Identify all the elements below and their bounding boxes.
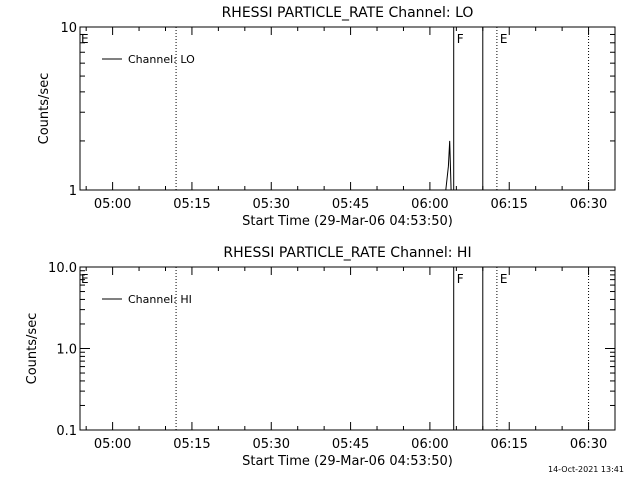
event-marker-label: E bbox=[500, 272, 508, 286]
chart-title: RHESSI PARTICLE_RATE Channel: LO bbox=[222, 5, 474, 21]
chart-panel-2: RHESSI PARTICLE_RATE Channel: HI 0.1 1.0 10… bbox=[25, 245, 616, 469]
x-tick-label: 05:45 bbox=[332, 197, 369, 212]
plot-frame bbox=[79, 26, 616, 191]
event-marker-label: F bbox=[457, 32, 464, 46]
x-tick-label: 05:15 bbox=[173, 437, 210, 452]
x-tick-label: 06:00 bbox=[411, 437, 448, 452]
chart-title: RHESSI PARTICLE_RATE Channel: HI bbox=[223, 245, 471, 261]
event-marker-label: E bbox=[81, 272, 89, 286]
x-tick-label: 05:30 bbox=[253, 197, 290, 212]
footer-timestamp: 14-Oct-2021 13:41 bbox=[548, 465, 624, 474]
x-tick-label: 06:30 bbox=[570, 437, 607, 452]
x-tick-label: 05:15 bbox=[173, 197, 210, 212]
x-tick-label: 06:00 bbox=[411, 197, 448, 212]
event-marker-label: E bbox=[500, 32, 508, 46]
plot-frame bbox=[79, 266, 616, 431]
series-line-0 bbox=[445, 140, 452, 191]
y-tick-label: 10 bbox=[60, 21, 77, 36]
chart-panel-1: RHESSI PARTICLE_RATE Channel: LO 1 10 05:00… bbox=[37, 5, 616, 229]
event-marker-label: F bbox=[457, 272, 464, 286]
y-tick-label: 1.0 bbox=[56, 343, 77, 358]
x-axis-label: Start Time (29-Mar-06 04:53:50) bbox=[242, 214, 453, 229]
x-tick-label: 06:15 bbox=[490, 197, 527, 212]
x-tick-label: 05:45 bbox=[332, 437, 369, 452]
legend-label: Channel: HI bbox=[128, 293, 192, 306]
x-tick-label: 05:00 bbox=[94, 437, 131, 452]
x-tick-label: 05:00 bbox=[94, 197, 131, 212]
x-tick-label: 06:15 bbox=[490, 437, 527, 452]
y-tick-label: 0.1 bbox=[56, 424, 77, 439]
x-axis-label: Start Time (29-Mar-06 04:53:50) bbox=[242, 454, 453, 469]
legend-label: Channel: LO bbox=[128, 53, 195, 66]
y-axis-label: Counts/sec bbox=[37, 73, 52, 145]
x-tick-label: 06:30 bbox=[570, 197, 607, 212]
y-axis-label: Counts/sec bbox=[25, 313, 40, 385]
x-tick-label: 05:30 bbox=[253, 437, 290, 452]
event-marker-label: E bbox=[81, 32, 89, 46]
y-tick-label: 1 bbox=[69, 184, 77, 199]
y-tick-label: 10.0 bbox=[48, 261, 77, 276]
